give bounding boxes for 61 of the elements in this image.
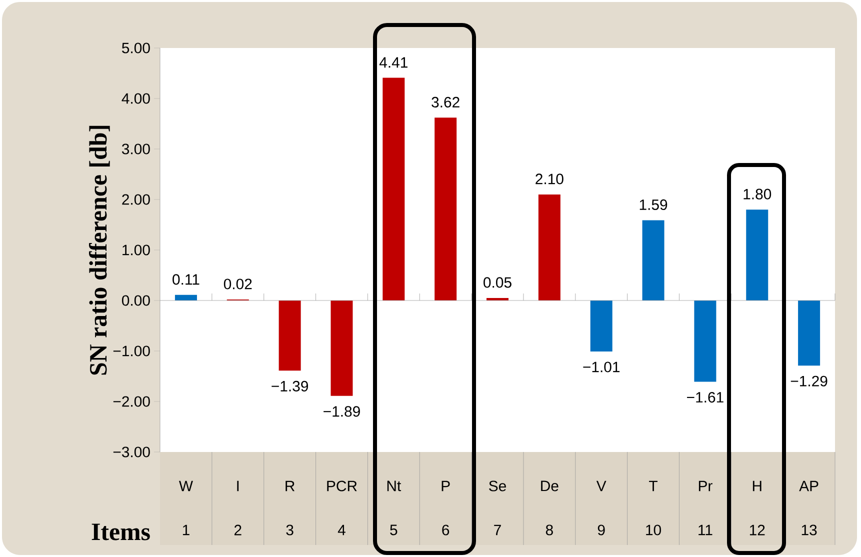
bar	[798, 300, 820, 366]
data-label: 4.41	[379, 57, 408, 68]
y-tick-label: 1.00	[122, 244, 150, 256]
text: 1	[182, 524, 190, 536]
bar	[642, 220, 664, 300]
y-tick-label: 4.00	[122, 93, 150, 104]
y-tick-label: 5.00	[122, 42, 150, 54]
data-label: −1.89	[324, 406, 360, 417]
text: 7	[494, 524, 501, 536]
text: 11	[698, 524, 712, 536]
bar	[174, 294, 197, 300]
x-tick-label: H	[752, 480, 762, 492]
x-tick-label: T	[649, 480, 658, 492]
text: 10	[646, 524, 661, 536]
y-tick-label: −1.00	[113, 346, 150, 356]
bar	[330, 300, 353, 396]
x-tick-label: P	[442, 480, 450, 492]
x-tick-label: PCR	[327, 480, 357, 492]
y-tick-label: −3.00	[113, 446, 150, 458]
data-label: 0.05	[484, 277, 512, 288]
bar	[590, 300, 612, 352]
bar	[278, 300, 301, 371]
text: 13	[802, 524, 817, 536]
data-label: 0.02	[224, 278, 252, 290]
x-tick-label: Pr	[698, 480, 712, 492]
text: 5	[390, 524, 398, 536]
x-tick-label: De	[541, 480, 558, 492]
x-tick-label: AP	[799, 480, 818, 492]
x-tick-label: W	[178, 480, 193, 492]
bar	[434, 118, 457, 300]
data-label: 0.11	[172, 274, 200, 285]
text: 4	[338, 524, 346, 536]
bar	[382, 78, 405, 300]
y-tick-label: 3.00	[122, 144, 150, 154]
text: 3	[286, 524, 294, 536]
y-axis-title: SN ratio difference [db]	[88, 126, 110, 375]
data-label: −1.39	[272, 380, 308, 392]
bar	[538, 194, 560, 300]
data-label: −1.29	[790, 376, 828, 386]
x-tick-label: Se	[489, 480, 506, 492]
bar	[694, 300, 716, 382]
x-tick-label: Nt	[387, 480, 402, 492]
text: 2	[234, 524, 242, 536]
data-label: −1.01	[583, 362, 620, 372]
x-tick-label: I	[237, 480, 239, 492]
data-label: 2.10	[536, 174, 564, 184]
y-tick-label: −2.00	[113, 396, 150, 407]
text: 6	[442, 524, 450, 536]
data-label: 1.80	[744, 188, 772, 200]
text: 8	[546, 524, 553, 536]
text: 12	[750, 524, 765, 536]
data-label: −1.61	[687, 392, 724, 403]
data-label: 3.62	[432, 96, 460, 108]
y-tick-label: 0.00	[122, 295, 150, 306]
data-label: 1.59	[640, 199, 668, 210]
text: 9	[598, 524, 605, 536]
x-tick-label: V	[596, 480, 606, 492]
x-axis-title: Items	[92, 524, 150, 540]
bar	[746, 210, 768, 300]
x-tick-label: R	[286, 480, 295, 492]
y-tick-label: 2.00	[122, 194, 150, 205]
